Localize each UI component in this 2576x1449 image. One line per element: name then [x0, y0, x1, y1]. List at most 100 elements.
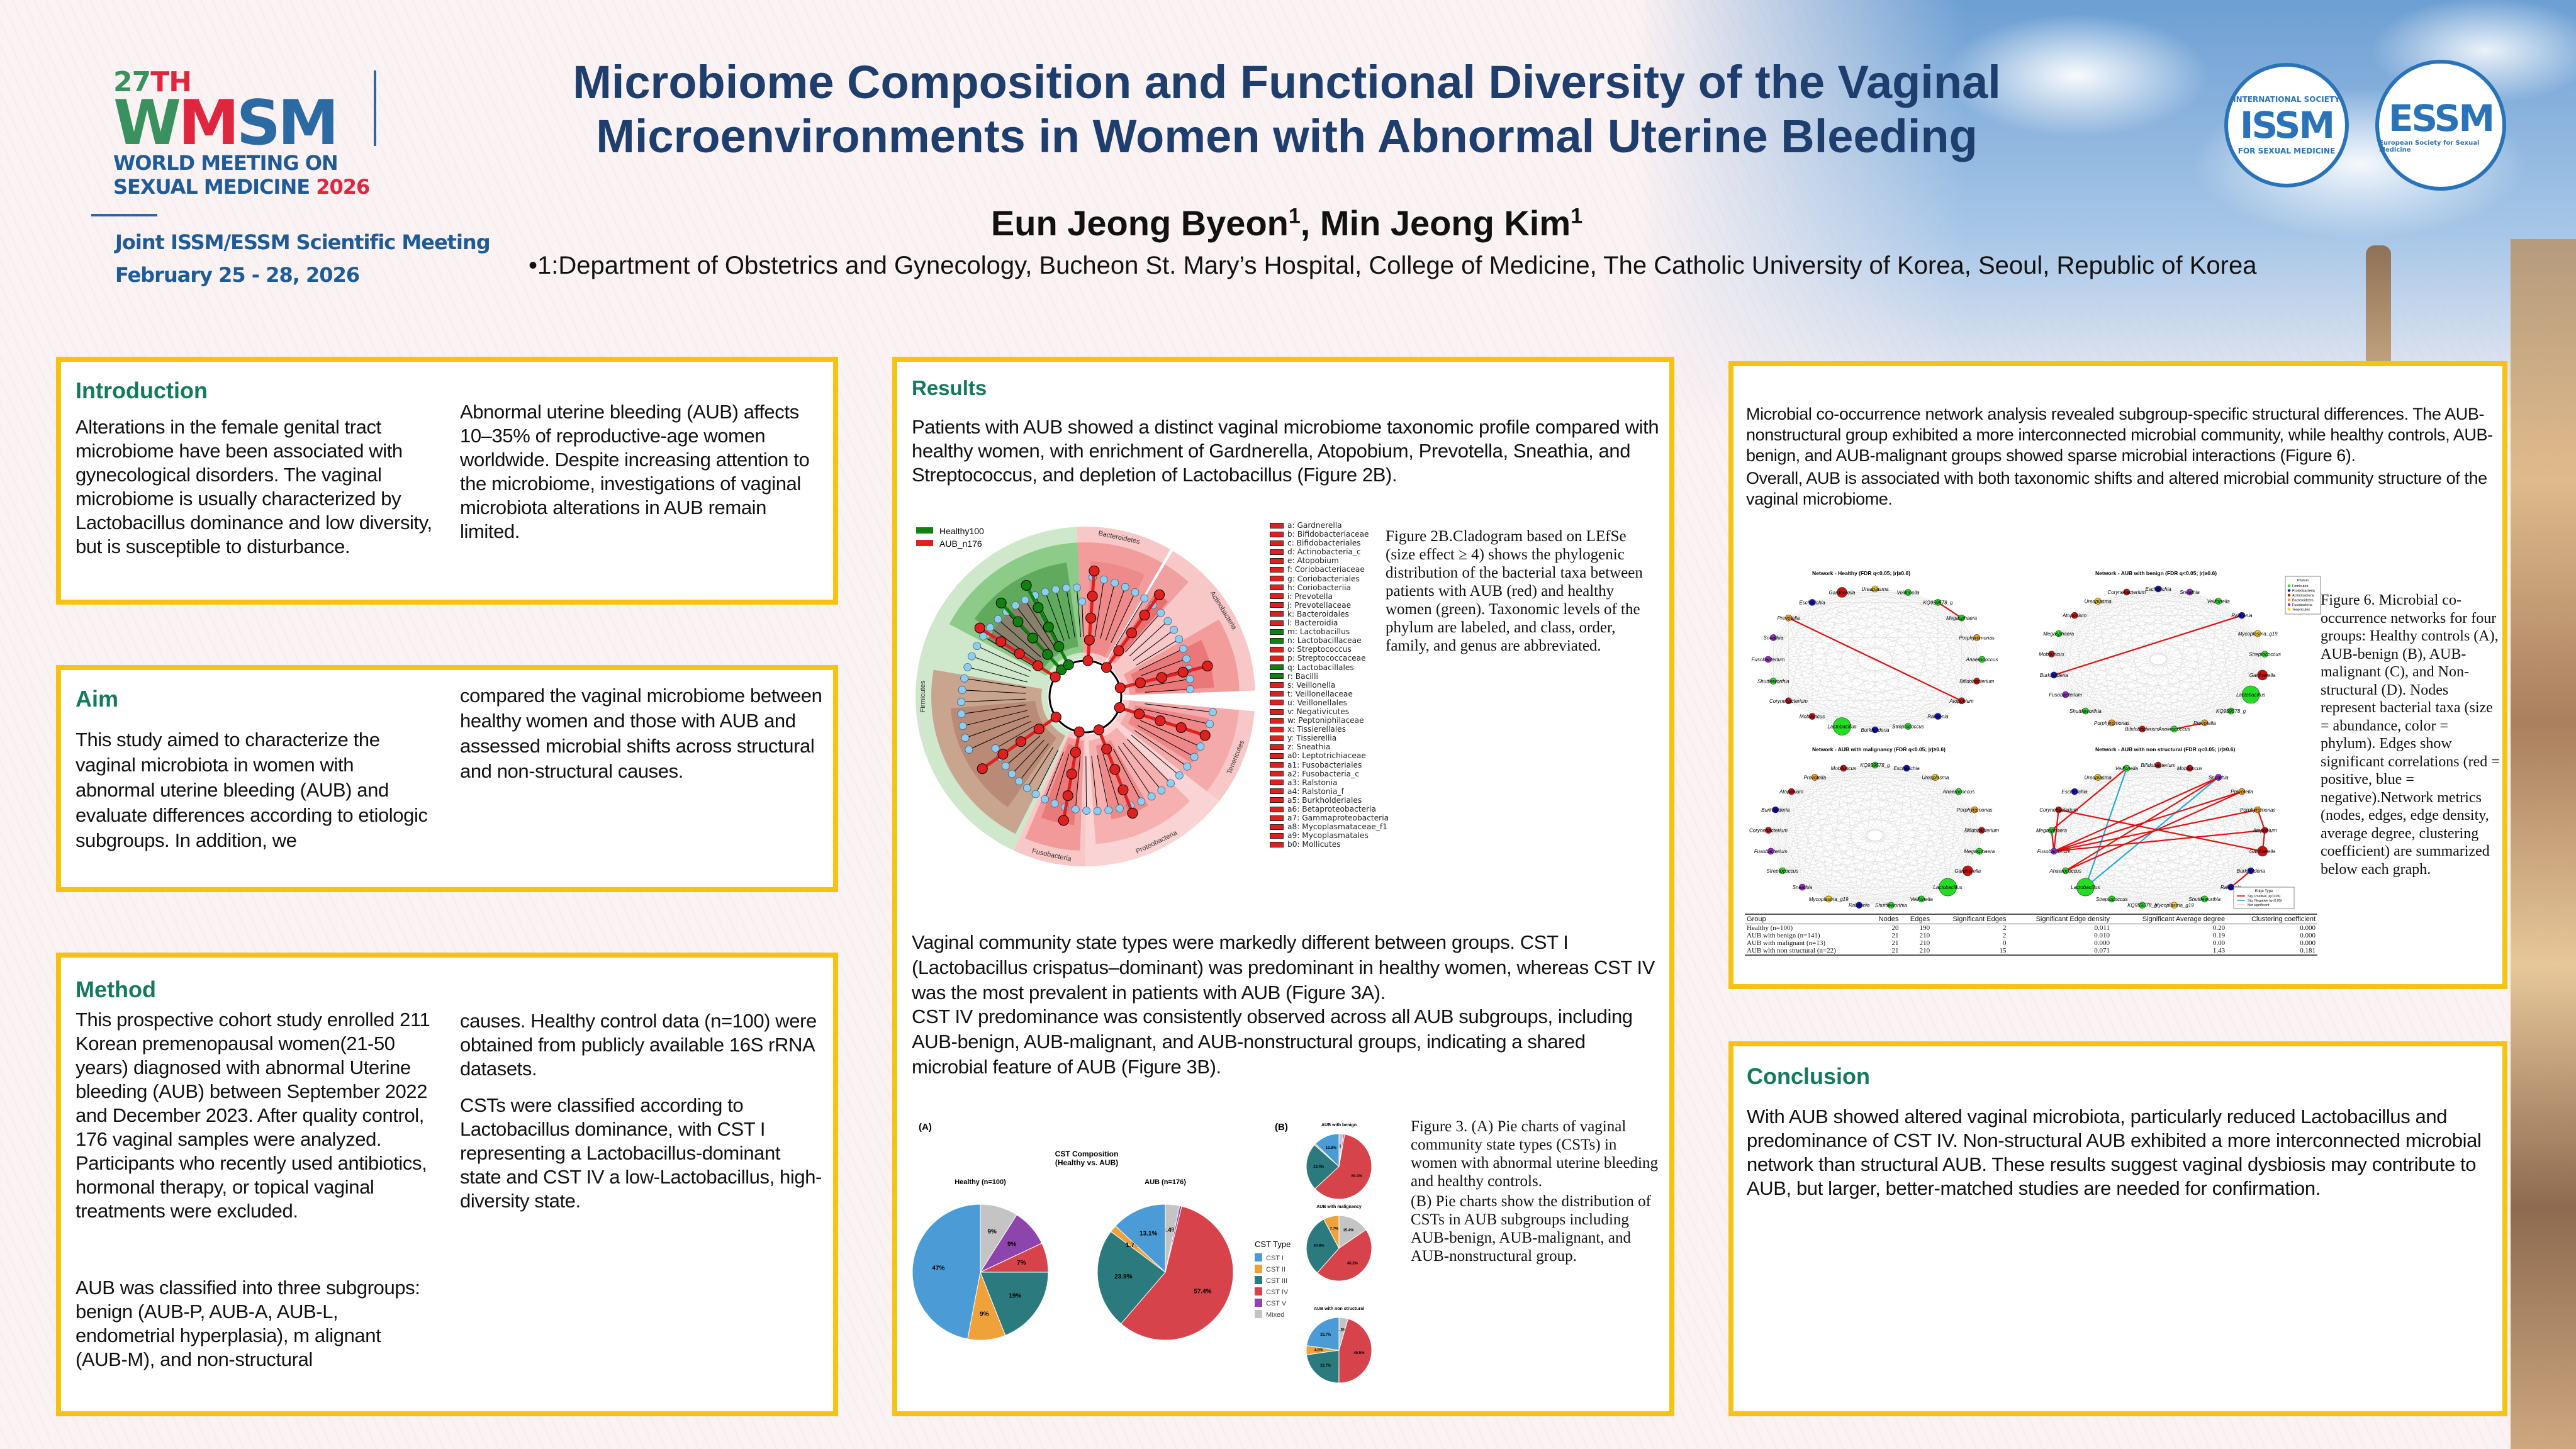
network-node: [1905, 723, 1912, 730]
network-edge: [2098, 601, 2265, 654]
cladogram-branch: [1106, 586, 1126, 641]
network-edge: [1773, 637, 1842, 727]
cladogram-figure: BacteroidetesActinobacteriaTenericutesPr…: [915, 526, 1255, 866]
cladogram-enriched-node: [1202, 661, 1213, 672]
network-node-label: Shuttleworthia: [2069, 708, 2102, 714]
network-edge: [2058, 634, 2066, 695]
network-edge: [2098, 601, 2242, 616]
taxon-swatch: [1270, 735, 1284, 741]
network-edge: [2097, 601, 2112, 723]
taxon-legend-item: v: Negativicutes: [1270, 707, 1389, 716]
network-edge: [2085, 633, 2258, 712]
essm-acronym: ESSM: [2388, 97, 2495, 140]
network-edge: [1843, 768, 1959, 792]
network-edge: [1842, 592, 1876, 730]
network-edge: [2058, 764, 2159, 810]
network-node-label: Ralstonia: [1849, 903, 1870, 909]
network-edge: [2065, 694, 2231, 712]
network-edge: [2075, 791, 2263, 852]
network-edge: [1891, 898, 1922, 905]
network-edge: [1812, 602, 1977, 638]
network-node-label: Escherichia: [1799, 600, 1825, 605]
network-edge: [1788, 700, 1876, 730]
network-node: [2050, 848, 2058, 855]
network-edge: [2051, 654, 2251, 695]
network-edge: [1908, 637, 1977, 727]
network-title: Network - AUB with non structural (FDR q…: [2095, 746, 2236, 752]
network-edge: [2065, 830, 2265, 871]
network-edge: [2054, 588, 2159, 676]
network-edge: [2074, 615, 2205, 724]
cladogram-enriched-node: [995, 597, 1007, 608]
network-edge: [2085, 694, 2251, 712]
network-edge: [2054, 768, 2127, 852]
cladogram-branch: [1144, 678, 1190, 687]
network-edge: [1802, 887, 1829, 900]
taxon-label: a: Gardnerella: [1287, 521, 1342, 530]
legend-healthy-label: Healthy100: [939, 526, 984, 536]
cladogram-enriched-node: [1053, 641, 1065, 652]
essm-ring: European Society for Sexual Medicine: [2379, 140, 2480, 154]
cladogram-enriched-node: [1033, 724, 1044, 735]
cladogram-branch: [964, 678, 1027, 688]
network-edge: [2085, 710, 2205, 724]
network-edge: [1767, 659, 1789, 701]
network-edge: [1791, 791, 1948, 888]
network-edge: [2204, 615, 2243, 723]
network-edge: [1773, 617, 1962, 681]
phylum-legend-label: Actinobacteria: [2292, 594, 2315, 598]
network-node: [2257, 669, 2268, 681]
pie-slice-cst-ii: [1323, 1215, 1340, 1249]
network-edge: [2142, 654, 2265, 729]
network-edge: [1815, 777, 1980, 852]
results-para1: Patients with AUB showed a distinct vagi…: [912, 416, 1659, 486]
network-edge: [2112, 615, 2243, 724]
taxon-swatch: [1270, 611, 1284, 617]
network-edge: [1768, 830, 1829, 900]
taxon-sector: [1095, 740, 1148, 820]
network-edge: [1859, 764, 1876, 905]
network-edge: [1788, 700, 1813, 717]
taxon-swatch: [1270, 522, 1284, 529]
network-edge: [2085, 601, 2098, 712]
network-results-para2: Overall, AUB is associated with both tax…: [1746, 469, 2487, 508]
network-edge: [2054, 851, 2066, 871]
network-edge: [1828, 851, 1980, 900]
cladogram-enriched-node: [1012, 616, 1024, 627]
network-node-label: Burkholderia: [2237, 868, 2265, 874]
network-edge: [1874, 726, 1908, 730]
network-edge: [2058, 809, 2205, 900]
taxon-legend-item: a5: Burkholderiales: [1270, 796, 1389, 805]
cladogram-enriched-node: [1084, 634, 1095, 646]
phylum-legend-dot: [2287, 589, 2291, 592]
network-edge: [1828, 887, 1948, 900]
network-edge: [1958, 792, 1982, 831]
network-edge: [2074, 615, 2231, 712]
pie-slice-cst-iv: [1120, 1206, 1234, 1341]
network-edge: [2174, 710, 2231, 729]
network-edge: [1842, 716, 1938, 727]
cladogram-enriched-node: [1058, 815, 1069, 826]
cladogram-branch: [990, 627, 1038, 662]
network-node: [2261, 651, 2268, 657]
network-node-label: Ureaplasma: [2085, 598, 2112, 604]
network-node: [1785, 697, 1792, 705]
network-edge: [2126, 768, 2142, 905]
network-edge: [1874, 764, 1948, 888]
network-edge: [1791, 792, 1829, 899]
network-edge: [2189, 591, 2251, 695]
network-edge: [1771, 777, 1935, 852]
table-cell: 0.071: [2008, 947, 2112, 956]
network-node-label: Ureaplasma: [2085, 775, 2112, 780]
network-edge: [1907, 768, 1959, 792]
network-edge: [1842, 592, 1938, 603]
network-edge: [1791, 791, 1968, 871]
cladogram-enriched-node: [1033, 660, 1044, 671]
network-edge: [1935, 777, 1948, 888]
cladogram-branch: [1129, 620, 1168, 657]
network-node-label: Corynebacterium: [2039, 807, 2078, 813]
network-edge: [2158, 588, 2205, 723]
taxon-legend-item: a1: Fusobacteriales: [1270, 761, 1389, 769]
network-edge: [2058, 633, 2112, 724]
network-edge: [2054, 674, 2112, 724]
